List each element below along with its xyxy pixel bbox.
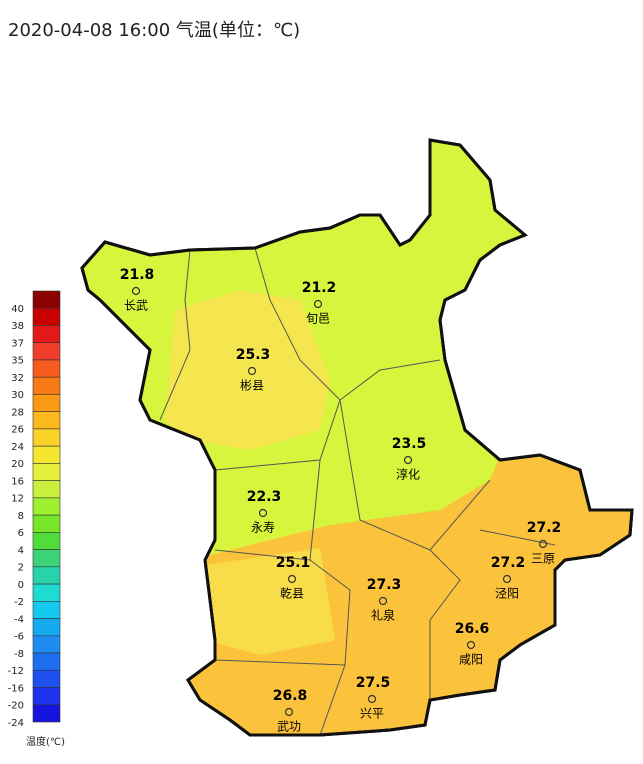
legend-swatch [32, 445, 61, 464]
station-name: 淳化 [396, 467, 420, 482]
legend-swatch [32, 618, 61, 637]
legend-swatch [32, 342, 61, 361]
station-name: 三原 [531, 552, 555, 566]
legend-tick: -20 [8, 701, 24, 712]
legend-tick: 20 [11, 459, 24, 470]
legend-swatch [32, 359, 61, 378]
station-dot [378, 596, 388, 606]
legend-tick: -8 [14, 649, 24, 660]
legend-swatch [32, 601, 61, 619]
station-value: 27.2 [527, 520, 562, 536]
legend-tick: 12 [11, 494, 24, 505]
station-name: 礼泉 [371, 608, 395, 623]
station-name: 乾县 [280, 587, 304, 601]
legend-tick: -12 [8, 666, 24, 677]
legend-swatch [32, 566, 61, 585]
station-value: 26.8 [273, 688, 308, 704]
legend-swatch [32, 394, 61, 412]
legend-tick: 6 [18, 528, 24, 539]
station-dot [131, 286, 141, 296]
legend-swatch [32, 325, 61, 344]
legend-swatch [32, 532, 61, 550]
station-name: 长武 [124, 299, 148, 313]
legend-tick: -6 [14, 632, 24, 643]
legend-tick: 30 [11, 390, 24, 401]
station-name: 永寿 [251, 521, 275, 535]
zone-yellow [205, 548, 335, 655]
stations: 21.8 长武 21.2 旬邑 25.3 彬县 23.5 淳化 22.3 永寿 27.2 三原 27.2… [120, 267, 562, 734]
legend-tick: 37 [11, 338, 24, 349]
station-value: 22.3 [247, 489, 282, 505]
legend-swatch [32, 704, 61, 723]
legend-swatch [32, 635, 61, 654]
legend-tick: -2 [14, 597, 24, 608]
station-value: 21.8 [120, 267, 155, 283]
station-name: 旬邑 [306, 312, 330, 326]
station-dot [466, 640, 476, 650]
legend-swatch [32, 463, 61, 481]
station-value: 25.1 [276, 555, 311, 571]
station-dot [403, 455, 413, 465]
station-dot [287, 574, 297, 584]
legend-tick: 26 [11, 425, 24, 436]
station-dot [502, 574, 512, 584]
station-value: 26.6 [455, 621, 490, 637]
legend-tick: 0 [18, 580, 24, 591]
legend-swatch [32, 497, 61, 516]
legend-tick: 16 [11, 476, 24, 487]
legend-swatch [32, 514, 61, 533]
station-name: 武功 [277, 720, 301, 734]
station-name: 兴平 [360, 707, 384, 721]
legend-tick: 38 [11, 321, 24, 332]
legend-title: 温度(℃) [26, 735, 65, 748]
legend-tick: -24 [8, 718, 24, 729]
legend-swatch [32, 549, 61, 568]
station-name: 泾阳 [495, 587, 519, 601]
station-name: 彬县 [240, 379, 264, 393]
station-dot [284, 707, 294, 717]
station-value: 27.3 [367, 577, 402, 593]
legend-tick: 32 [11, 373, 24, 384]
legend-swatch [32, 376, 61, 395]
outline [80, 138, 634, 737]
legend-tick: 35 [11, 356, 24, 367]
legend-swatch [32, 307, 61, 326]
station-value: 25.3 [236, 347, 271, 363]
legend-swatch [32, 652, 61, 671]
station-value: 27.5 [356, 675, 391, 691]
legend-tick: 28 [11, 407, 24, 418]
station-dot [538, 539, 548, 549]
legend-swatch [32, 583, 61, 602]
station-dot [367, 694, 377, 704]
legend-swatch [32, 428, 61, 447]
station-name: 咸阳 [459, 653, 483, 667]
legend-swatch [32, 411, 61, 430]
legend-tick: -4 [14, 614, 24, 625]
legend-tick: -16 [8, 683, 24, 694]
station-value: 21.2 [302, 280, 337, 296]
legend-swatch [32, 290, 61, 309]
legend: 40383735323028262420161286420-2-4-6-8-12… [8, 290, 61, 729]
legend-swatch [32, 687, 61, 706]
county-borders [159, 227, 556, 735]
legend-tick: 24 [11, 442, 24, 453]
station-dot [258, 508, 268, 518]
station-dot [247, 366, 257, 376]
zone-yellow [165, 290, 330, 450]
station-dot [313, 299, 323, 309]
legend-swatch [32, 669, 61, 688]
legend-tick: 4 [18, 545, 24, 556]
legend-swatch [32, 480, 61, 499]
legend-tick: 8 [18, 511, 24, 522]
title: 2020-04-08 16:00 气温(单位：℃) [8, 20, 300, 41]
station-value: 23.5 [392, 436, 427, 452]
station-value: 27.2 [491, 555, 526, 571]
legend-tick: 40 [11, 304, 24, 315]
legend-tick: 2 [18, 563, 24, 574]
